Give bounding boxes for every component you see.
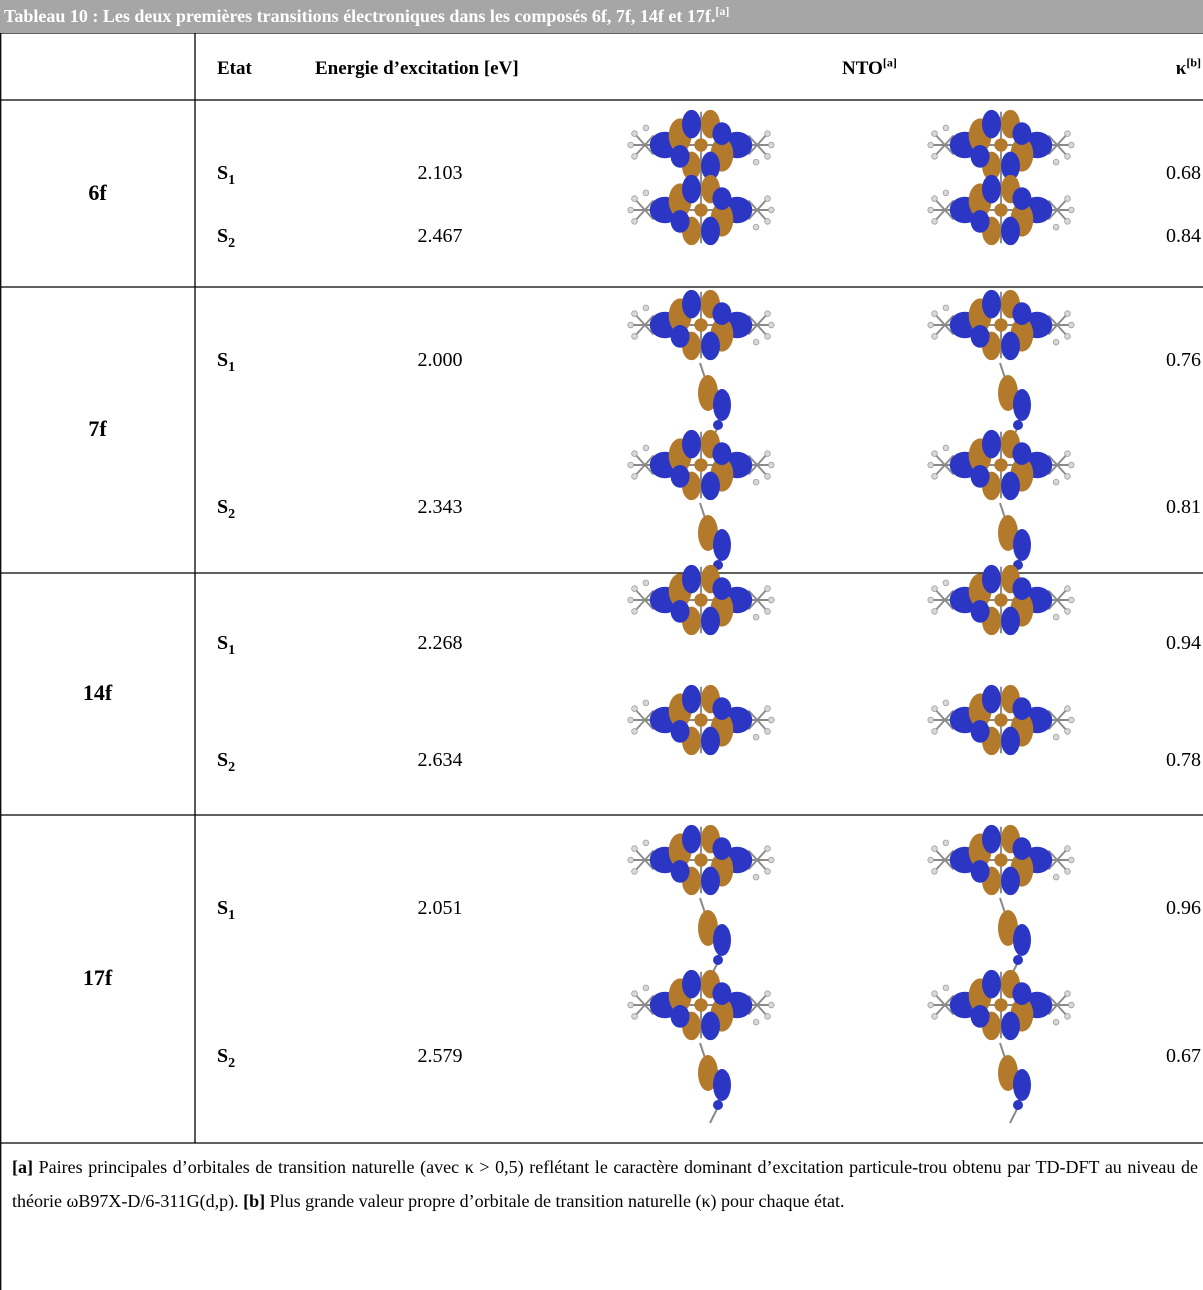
nto-image <box>926 683 1076 757</box>
footnote: [a] Paires principales d’orbitales de tr… <box>12 1150 1198 1218</box>
state-cell: S2 <box>217 225 235 252</box>
nto-image <box>997 362 1032 444</box>
state-cell: S1 <box>217 632 235 659</box>
footnote-text: Plus grande valeur propre d’orbitale de … <box>265 1191 845 1211</box>
header-text: κ <box>1175 58 1187 79</box>
nto-image <box>997 897 1032 979</box>
header-sup: [b] <box>1186 55 1201 70</box>
header-text: NTO <box>842 58 883 79</box>
kappa-cell: 0.78 <box>1166 749 1201 771</box>
kappa-cell: 0.94 <box>1166 632 1201 654</box>
state-sub: 1 <box>228 643 236 658</box>
compound-name: 6f <box>88 179 107 205</box>
kappa-cell: 0.76 <box>1166 349 1201 371</box>
kappa-cell: 0.81 <box>1166 496 1201 518</box>
energy-cell: 2.343 <box>417 496 463 518</box>
compound-name: 7f <box>88 416 107 441</box>
state-cell: S2 <box>217 1045 235 1072</box>
nto-image <box>626 173 776 247</box>
state-text: S <box>217 225 229 247</box>
state-text: S <box>217 749 229 771</box>
state-cell: S1 <box>217 349 235 376</box>
energy-cell: 2.103 <box>417 162 463 184</box>
state-cell: S1 <box>217 162 235 189</box>
nto-image <box>697 897 732 979</box>
caption-sup: [a] <box>715 4 730 18</box>
state-sub: 2 <box>228 236 236 251</box>
compound-name: 14f <box>82 680 113 705</box>
header-cell: κ[b] <box>1175 55 1201 80</box>
state-sub: 2 <box>228 760 236 775</box>
nto-images <box>626 108 1076 1124</box>
caption-text: Tableau 10 : Les deux premières transiti… <box>4 6 716 26</box>
nto-image <box>926 108 1076 182</box>
kappa-cell: 0.96 <box>1166 897 1201 919</box>
nto-image <box>626 683 776 757</box>
footnote-label: [a] <box>12 1157 33 1177</box>
nto-image <box>626 428 776 502</box>
table-caption: Tableau 10 : Les deux premières transiti… <box>0 0 1203 33</box>
state-text: S <box>217 349 229 371</box>
nto-image <box>926 563 1076 637</box>
state-sub: 1 <box>228 908 236 923</box>
header-sup: [a] <box>882 55 897 70</box>
nto-image <box>926 173 1076 247</box>
nto-image <box>997 1042 1032 1124</box>
nto-image <box>697 1042 732 1124</box>
state-text: S <box>217 162 229 184</box>
nto-image <box>626 968 776 1042</box>
kappa-cell: 0.84 <box>1166 225 1201 247</box>
header-text: Energie d’excitation [eV] <box>315 58 519 79</box>
nto-image <box>626 288 776 362</box>
energy-cell: 2.579 <box>417 1045 463 1067</box>
nto-image <box>626 563 776 637</box>
state-sub: 2 <box>228 507 236 522</box>
state-sub: 1 <box>228 173 236 188</box>
nto-image <box>926 288 1076 362</box>
compound-name: 17f <box>82 965 113 990</box>
energy-cell: 2.634 <box>417 749 463 771</box>
header-cell: Etat <box>217 58 252 80</box>
state-cell: S2 <box>217 749 235 776</box>
nto-image <box>926 968 1076 1042</box>
energy-cell: 2.268 <box>417 632 463 654</box>
energy-cell: 2.467 <box>417 225 463 247</box>
nto-image <box>626 108 776 182</box>
state-cell: S2 <box>217 496 235 523</box>
kappa-cell: 0.68 <box>1166 162 1201 184</box>
nto-image <box>926 823 1076 897</box>
state-sub: 1 <box>228 360 236 375</box>
nto-image <box>926 428 1076 502</box>
kappa-cell: 0.67 <box>1166 1045 1201 1067</box>
footnote-label: [b] <box>243 1191 266 1211</box>
header-text: Etat <box>217 58 252 79</box>
nto-image <box>697 362 732 444</box>
energy-cell: 2.000 <box>417 349 463 371</box>
energy-cell: 2.051 <box>417 897 463 919</box>
state-text: S <box>217 496 229 518</box>
footnote-text: Paires principales d’orbitales de transi… <box>12 1157 1198 1211</box>
state-cell: S1 <box>217 897 235 924</box>
header-cell: Energie d’excitation [eV] <box>315 58 519 80</box>
state-sub: 2 <box>228 1056 236 1071</box>
header-cell: NTO[a] <box>842 55 897 80</box>
nto-image <box>626 823 776 897</box>
state-text: S <box>217 1045 229 1067</box>
state-text: S <box>217 632 229 654</box>
state-text: S <box>217 897 229 919</box>
